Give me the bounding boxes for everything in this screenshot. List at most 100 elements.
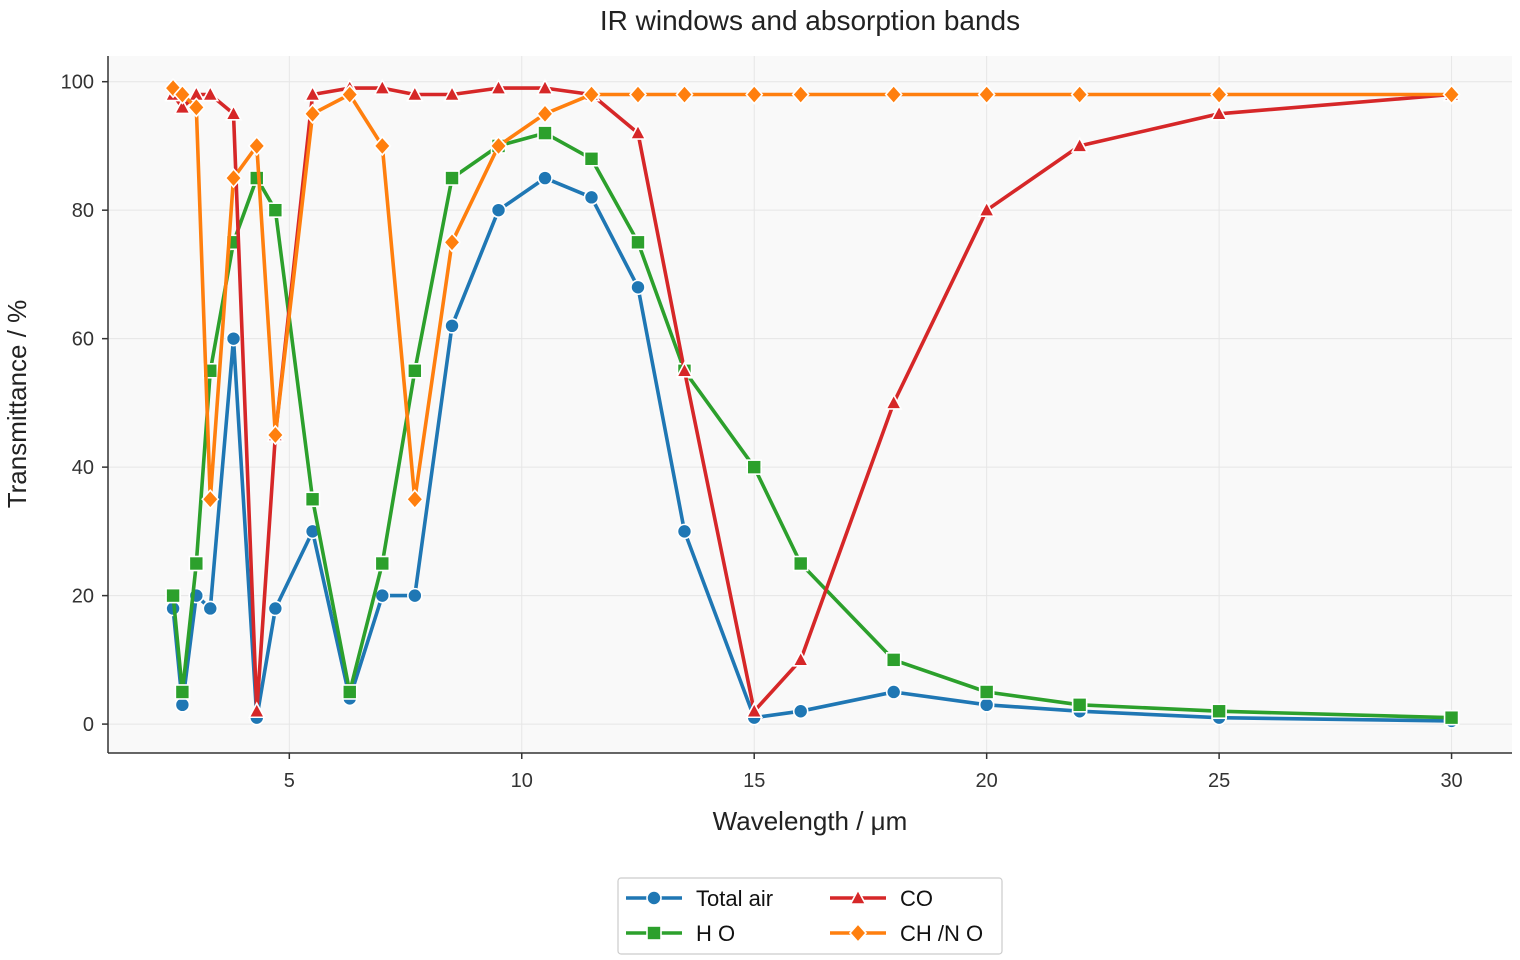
data-point [373, 78, 392, 95]
data-point [188, 555, 205, 572]
data-point [201, 84, 220, 102]
data-point [885, 684, 902, 700]
legend-marker [646, 890, 662, 906]
data-point [202, 600, 219, 617]
data-point [885, 652, 902, 668]
data-point [341, 684, 358, 700]
legend: Total air H O CO CH /N O [617, 877, 1003, 955]
legend-item: CO [830, 886, 933, 911]
data-point [1210, 84, 1229, 105]
data-point [978, 684, 995, 700]
data-point [187, 97, 206, 118]
data-point [628, 84, 648, 105]
legend-marker [646, 925, 662, 941]
data-point [1070, 84, 1089, 105]
series [164, 77, 1461, 729]
series-1 [165, 125, 1460, 726]
data-point [583, 150, 600, 167]
y-tick-label: 100 [61, 72, 94, 94]
grid [108, 56, 1512, 753]
data-point [629, 123, 647, 140]
data-point [792, 555, 809, 572]
data-point [1070, 136, 1089, 153]
legend-marker [848, 922, 868, 944]
data-point [267, 202, 284, 218]
legend-label: H O [696, 921, 735, 946]
data-point [374, 587, 391, 604]
chart-title: IR windows and absorption bands [600, 5, 1020, 36]
data-point [537, 170, 553, 186]
data-point [977, 200, 996, 217]
data-point [489, 78, 508, 95]
data-point [675, 84, 694, 105]
legend-item: H O [626, 921, 735, 946]
data-point [1211, 703, 1227, 720]
y-tick-label: 20 [72, 586, 94, 608]
x-tick-label: 30 [1440, 770, 1462, 792]
data-point [267, 600, 284, 617]
data-point [884, 84, 903, 105]
data-point [444, 318, 460, 334]
series-line [171, 86, 1454, 502]
data-point [537, 125, 553, 141]
data-point [675, 361, 694, 378]
y-tick-label: 40 [72, 457, 94, 479]
x-tick-label: 15 [743, 770, 765, 792]
data-point [536, 78, 554, 95]
legend-label: CO [900, 886, 933, 911]
series-line [171, 131, 1454, 720]
legend-marker [849, 888, 867, 905]
data-point [1071, 697, 1088, 713]
data-point [405, 489, 424, 510]
data-point [582, 84, 601, 105]
x-tick-label: 10 [511, 770, 533, 792]
data-point [225, 330, 242, 347]
data-point [224, 104, 243, 121]
data-point [444, 170, 460, 186]
data-point [746, 459, 763, 475]
data-point [303, 103, 322, 125]
data-point [407, 362, 423, 379]
data-point [490, 202, 507, 218]
plot-background [108, 56, 1512, 753]
legend-item: Total air [626, 886, 773, 911]
y-axis-label: Transmittance / % [2, 300, 32, 509]
data-point [173, 84, 192, 105]
data-point [247, 701, 266, 719]
y-tick-label: 0 [83, 714, 94, 736]
legend-label: Total air [696, 886, 773, 911]
axes [107, 56, 1512, 754]
data-point [224, 167, 243, 189]
data-point [340, 84, 359, 105]
data-point [373, 135, 392, 157]
x-tick-label: 20 [976, 770, 998, 792]
y-tick-label: 80 [72, 200, 94, 222]
data-point [374, 555, 391, 572]
x-axis-label: Wavelength / μm [713, 806, 908, 836]
data-point [792, 703, 809, 720]
series-line [171, 86, 1454, 714]
data-point [583, 189, 600, 206]
data-point [745, 701, 764, 719]
series-line [171, 176, 1454, 723]
data-point [977, 84, 996, 105]
data-point [884, 393, 903, 410]
data-point [303, 84, 322, 102]
data-point [1442, 84, 1461, 105]
series-3 [164, 77, 1461, 510]
data-point [442, 232, 462, 253]
data-point [266, 424, 285, 446]
data-point [405, 84, 424, 102]
x-tick-label: 25 [1208, 770, 1230, 792]
data-point [174, 684, 191, 700]
data-point [165, 587, 181, 604]
legend-box [617, 877, 1003, 955]
series-2 [164, 78, 1461, 719]
y-tick-label: 60 [72, 329, 94, 351]
data-point [443, 84, 461, 102]
data-point [304, 491, 321, 508]
data-point [676, 523, 693, 540]
x-tick-label: 5 [284, 770, 295, 792]
legend-item: CH /N O [830, 921, 983, 946]
